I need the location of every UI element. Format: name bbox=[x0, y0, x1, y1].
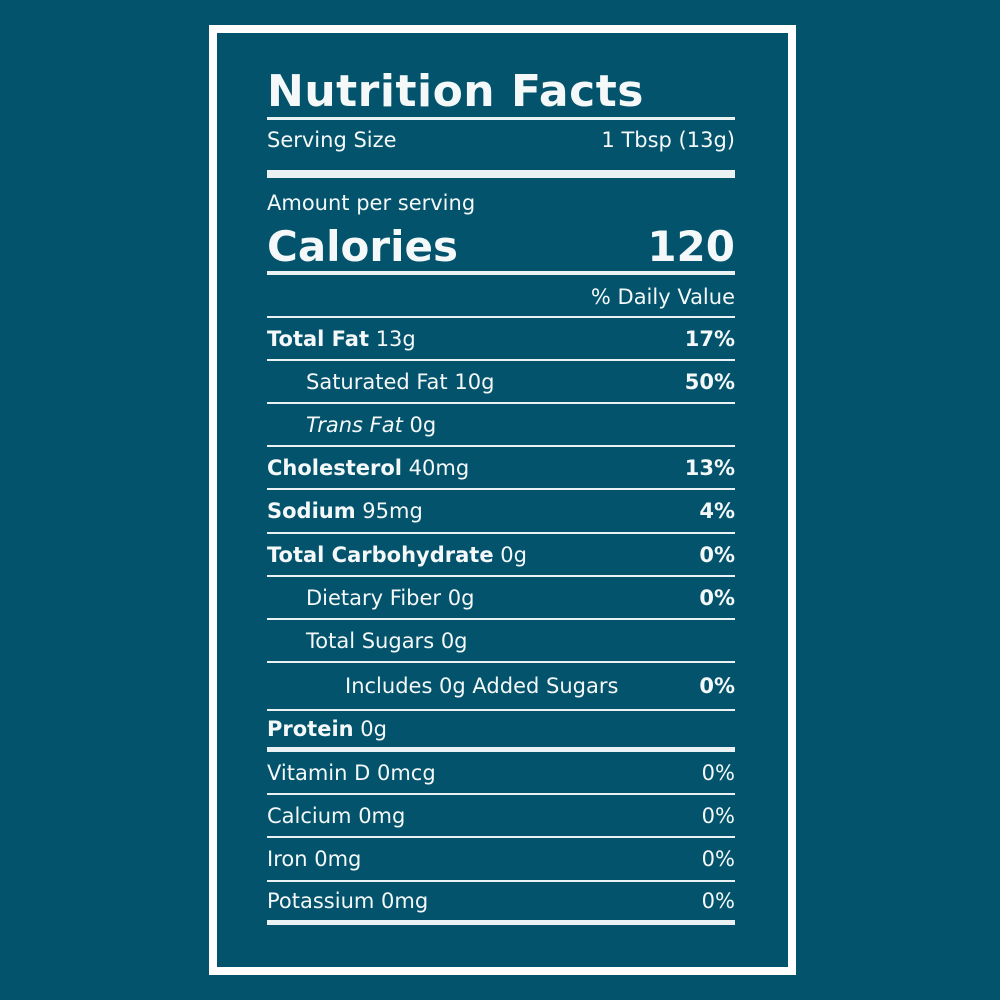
divider bbox=[267, 618, 735, 620]
nutrient-daily-value: 0% bbox=[701, 847, 735, 871]
nutrient-amount: 10g bbox=[447, 369, 495, 394]
thick-divider bbox=[267, 747, 735, 752]
divider bbox=[267, 661, 735, 663]
daily-value-header-row: % Daily Value bbox=[267, 283, 735, 311]
nutrient-name: Total Carbohydrate bbox=[267, 542, 494, 567]
serving-size-row: Serving Size 1 Tbsp (13g) bbox=[267, 126, 735, 154]
nutrient-name: Trans Fat bbox=[306, 412, 403, 437]
nutrient-label: Vitamin D 0mcg bbox=[267, 761, 436, 785]
nutrient-row: Total Sugars 0g bbox=[267, 620, 735, 661]
nutrient-daily-value: 13% bbox=[684, 455, 735, 480]
nutrient-amount: 95mg bbox=[355, 499, 423, 523]
nutrient-amount: 0g bbox=[434, 628, 468, 653]
nutrient-label: Includes 0g Added Sugars bbox=[267, 674, 618, 698]
nutrient-daily-value: 0% bbox=[701, 760, 735, 785]
thick-divider bbox=[267, 920, 735, 925]
nutrient-label: Dietary Fiber 0g bbox=[267, 586, 474, 610]
divider bbox=[267, 402, 735, 404]
nutrient-name: Vitamin D bbox=[267, 760, 371, 785]
nutrient-row: Iron 0mg 0% bbox=[267, 838, 735, 880]
nutrient-amount: 0g bbox=[402, 412, 437, 437]
nutrient-label: Protein 0g bbox=[267, 717, 387, 741]
nutrient-label: Iron 0mg bbox=[267, 847, 361, 871]
amount-per-serving-text: Amount per serving bbox=[267, 191, 476, 215]
nutrient-label: Potassium 0mg bbox=[267, 889, 428, 913]
nutrient-amount: 0mg bbox=[351, 803, 406, 828]
nutrient-row: Potassium 0mg 0% bbox=[267, 882, 735, 920]
nutrient-row: Vitamin D 0mcg 0% bbox=[267, 752, 735, 793]
nutrient-label: Total Fat 13g bbox=[267, 327, 416, 351]
nutrient-label: Sodium 95mg bbox=[267, 499, 423, 523]
nutrient-name: Sodium bbox=[267, 499, 356, 523]
divider bbox=[267, 316, 735, 318]
nutrient-row: Saturated Fat 10g 50% bbox=[267, 361, 735, 402]
nutrient-name: Includes 0g Added Sugars bbox=[345, 674, 619, 698]
label-frame bbox=[209, 25, 796, 975]
nutrient-name: Potassium bbox=[267, 889, 375, 913]
nutrient-daily-value: 0% bbox=[699, 674, 735, 698]
nutrient-amount: 13g bbox=[369, 326, 416, 351]
serving-size-label: Serving Size bbox=[267, 128, 397, 152]
nutrient-amount: 0g bbox=[353, 717, 387, 741]
nutrient-row: Sodium 95mg 4% bbox=[267, 490, 735, 532]
nutrient-label: Total Carbohydrate 0g bbox=[267, 543, 527, 567]
nutrient-label: Total Sugars 0g bbox=[267, 629, 468, 653]
calories-value: 120 bbox=[647, 222, 735, 271]
nutrient-daily-value: 0% bbox=[701, 889, 735, 913]
divider bbox=[267, 359, 735, 361]
calories-row: Calories 120 bbox=[267, 222, 735, 272]
nutrient-amount: 0mg bbox=[307, 847, 362, 871]
nutrient-name: Calcium bbox=[267, 803, 352, 828]
divider bbox=[267, 445, 735, 447]
divider bbox=[267, 117, 735, 120]
nutrient-name: Cholesterol bbox=[267, 455, 402, 480]
nutrient-row: Cholesterol 40mg 13% bbox=[267, 447, 735, 488]
nutrient-row: Calcium 0mg 0% bbox=[267, 795, 735, 836]
serving-size-value: 1 Tbsp (13g) bbox=[601, 128, 735, 152]
medium-divider bbox=[267, 271, 735, 275]
nutrient-row: Dietary Fiber 0g 0% bbox=[267, 577, 735, 618]
nutrient-row: Total Carbohydrate 0g 0% bbox=[267, 534, 735, 575]
nutrient-daily-value: 17% bbox=[684, 326, 735, 351]
nutrient-daily-value: 50% bbox=[684, 369, 735, 394]
nutrient-name: Total Sugars bbox=[306, 628, 435, 653]
nutrient-amount: 40mg bbox=[402, 455, 470, 480]
nutrient-daily-value: 0% bbox=[701, 803, 735, 828]
calories-label: Calories bbox=[267, 222, 459, 271]
label-title: Nutrition Facts bbox=[267, 66, 644, 117]
nutrient-name: Iron bbox=[267, 847, 308, 871]
divider bbox=[267, 793, 735, 795]
divider bbox=[267, 836, 735, 838]
nutrient-amount: 0g bbox=[441, 585, 475, 610]
divider bbox=[267, 880, 735, 882]
nutrient-amount: 0mcg bbox=[370, 760, 436, 785]
nutrient-name: Total Fat bbox=[267, 326, 370, 351]
divider bbox=[267, 488, 735, 490]
daily-value-header: % Daily Value bbox=[590, 285, 735, 309]
divider bbox=[267, 532, 735, 534]
nutrient-daily-value: 0% bbox=[699, 585, 735, 610]
nutrient-label: Saturated Fat 10g bbox=[267, 370, 494, 394]
nutrient-amount: 0g bbox=[493, 542, 527, 567]
nutrient-name: Dietary Fiber bbox=[306, 585, 442, 610]
nutrient-name: Saturated Fat bbox=[306, 369, 448, 394]
divider bbox=[267, 575, 735, 577]
divider bbox=[267, 709, 735, 711]
nutrient-row: Trans Fat 0g bbox=[267, 404, 735, 445]
nutrient-row: Includes 0g Added Sugars 0% bbox=[267, 663, 735, 709]
nutrient-row: Protein 0g bbox=[267, 711, 735, 747]
nutrient-label: Trans Fat 0g bbox=[267, 413, 436, 437]
amount-per-serving: Amount per serving bbox=[267, 189, 735, 217]
nutrient-label: Calcium 0mg bbox=[267, 804, 405, 828]
nutrient-daily-value: 0% bbox=[699, 542, 735, 567]
thick-divider bbox=[267, 170, 735, 178]
nutrient-amount: 0mg bbox=[374, 889, 429, 913]
nutrient-name: Protein bbox=[267, 717, 354, 741]
nutrient-label: Cholesterol 40mg bbox=[267, 456, 469, 480]
nutrient-daily-value: 4% bbox=[699, 499, 735, 523]
nutrient-row: Total Fat 13g 17% bbox=[267, 318, 735, 359]
